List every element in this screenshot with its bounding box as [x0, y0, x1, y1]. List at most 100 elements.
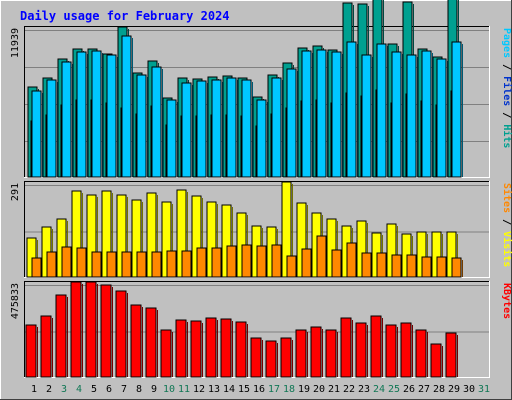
kbytes-bar-kbytes-day-22 — [340, 317, 352, 378]
traffic-bar-pages-day-16 — [256, 99, 267, 178]
visits-legend-separator: / — [501, 213, 512, 231]
day-label-14: 14 — [223, 384, 235, 395]
kbytes-bar-kbytes-day-27 — [415, 329, 427, 378]
day-label-13: 13 — [208, 384, 220, 395]
visits-bar-sites-day-18 — [286, 255, 297, 278]
traffic-bar-pages-day-19 — [301, 50, 312, 178]
panel-kbytes: 475833 KBytes — [10, 281, 512, 378]
traffic-bar-pages-day-11 — [181, 82, 192, 178]
day-label-2: 2 — [46, 384, 52, 395]
traffic-legend-separator: / — [501, 106, 512, 124]
traffic-bar-pages-day-18 — [286, 68, 297, 178]
traffic-bar-pages-day-1 — [31, 90, 42, 178]
visits-bar-sites-day-23 — [361, 252, 372, 278]
visits-bar-sites-day-7 — [121, 251, 132, 278]
traffic-bar-pages-day-25 — [391, 51, 402, 178]
day-label-7: 7 — [121, 384, 127, 395]
day-label-26: 26 — [403, 384, 415, 395]
traffic-ymax-label: 11939 — [10, 28, 21, 58]
kbytes-bar-kbytes-day-28 — [430, 343, 442, 378]
day-label-6: 6 — [106, 384, 112, 395]
traffic-bar-pages-day-21 — [331, 51, 342, 178]
traffic-legend-pages: Pages — [501, 28, 512, 58]
day-label-12: 12 — [193, 384, 205, 395]
traffic-bar-pages-day-29 — [451, 41, 462, 178]
visits-ymax-label: 291 — [10, 183, 21, 201]
visits-bar-sites-day-3 — [61, 246, 72, 278]
day-label-1: 1 — [31, 384, 37, 395]
visits-bar-sites-day-20 — [316, 235, 327, 278]
visits-bar-sites-day-11 — [181, 250, 192, 278]
day-label-31: 31 — [478, 384, 490, 395]
visits-bar-sites-day-24 — [376, 252, 387, 278]
day-label-8: 8 — [136, 384, 142, 395]
kbytes-ymax-label: 475833 — [10, 283, 21, 319]
visits-bar-sites-day-9 — [151, 251, 162, 278]
traffic-legend-hits: Hits — [501, 124, 512, 148]
kbytes-bar-kbytes-day-11 — [175, 319, 187, 378]
traffic-bar-pages-day-14 — [226, 77, 237, 178]
traffic-bar-pages-day-22 — [346, 41, 357, 178]
kbytes-bar-kbytes-day-6 — [100, 284, 112, 378]
panel-traffic: 11939 Pages / Files / Hits — [10, 0, 512, 178]
kbytes-bar-kbytes-day-10 — [160, 329, 172, 378]
day-label-28: 28 — [433, 384, 445, 395]
kbytes-bar-kbytes-day-14 — [220, 318, 232, 378]
traffic-legend-separator: / — [501, 58, 512, 76]
traffic-legend: Pages / Files / Hits — [501, 28, 512, 148]
visits-bar-sites-day-4 — [76, 247, 87, 278]
traffic-bar-pages-day-6 — [106, 54, 117, 178]
visits-bar-sites-day-17 — [271, 244, 282, 278]
visits-bar-sites-day-2 — [46, 251, 57, 278]
kbytes-bar-kbytes-day-3 — [55, 294, 67, 378]
chart-panels: 11939 Pages / Files / Hits 291 Sites / Visi… — [10, 0, 512, 378]
traffic-bar-pages-day-9 — [151, 66, 162, 178]
kbytes-bar-kbytes-day-29 — [445, 332, 457, 378]
traffic-bar-pages-day-7 — [121, 35, 132, 178]
traffic-bar-pages-day-24 — [376, 43, 387, 178]
kbytes-bar-kbytes-day-2 — [40, 315, 52, 378]
visits-bar-sites-day-14 — [226, 245, 237, 278]
traffic-bar-pages-day-17 — [271, 77, 282, 178]
traffic-bar-pages-day-23 — [361, 54, 372, 178]
day-label-5: 5 — [91, 384, 97, 395]
traffic-bar-pages-day-4 — [76, 51, 87, 178]
kbytes-bar-kbytes-day-17 — [265, 340, 277, 378]
visits-bar-sites-day-13 — [211, 247, 222, 278]
traffic-bar-pages-day-12 — [196, 80, 207, 178]
day-label-25: 25 — [388, 384, 400, 395]
traffic-bar-pages-day-28 — [436, 58, 447, 178]
kbytes-bar-kbytes-day-7 — [115, 290, 127, 378]
kbytes-bar-kbytes-day-25 — [385, 324, 397, 378]
day-label-30: 30 — [463, 384, 475, 395]
visits-bar-sites-day-15 — [241, 244, 252, 278]
day-label-19: 19 — [298, 384, 310, 395]
kbytes-bar-kbytes-day-12 — [190, 320, 202, 378]
traffic-bar-pages-day-27 — [421, 50, 432, 178]
day-label-16: 16 — [253, 384, 265, 395]
traffic-bar-pages-day-13 — [211, 79, 222, 178]
visits-bar-sites-day-10 — [166, 250, 177, 278]
kbytes-bar-kbytes-day-23 — [355, 322, 367, 378]
day-label-18: 18 — [283, 384, 295, 395]
kbytes-bar-kbytes-day-4 — [70, 281, 82, 378]
kbytes-bar-kbytes-day-15 — [235, 321, 247, 378]
kbytes-bar-kbytes-day-18 — [280, 337, 292, 378]
day-label-4: 4 — [76, 384, 82, 395]
kbytes-legend-kbytes: KBytes — [501, 283, 512, 319]
day-label-27: 27 — [418, 384, 430, 395]
kbytes-bar-kbytes-day-5 — [85, 281, 97, 378]
kbytes-bar-kbytes-day-19 — [295, 329, 307, 378]
visits-bar-sites-day-8 — [136, 251, 147, 278]
kbytes-bar-kbytes-day-16 — [250, 337, 262, 378]
visits-bar-sites-day-5 — [91, 251, 102, 278]
visits-legend-visits: Visits — [501, 231, 512, 267]
traffic-bar-pages-day-2 — [46, 79, 57, 178]
visits-bar-sites-day-28 — [436, 256, 447, 278]
visits-bar-sites-day-6 — [106, 251, 117, 278]
visits-bar-sites-day-22 — [346, 242, 357, 278]
visits-bar-sites-day-25 — [391, 254, 402, 278]
traffic-bar-pages-day-15 — [241, 79, 252, 178]
day-label-15: 15 — [238, 384, 250, 395]
